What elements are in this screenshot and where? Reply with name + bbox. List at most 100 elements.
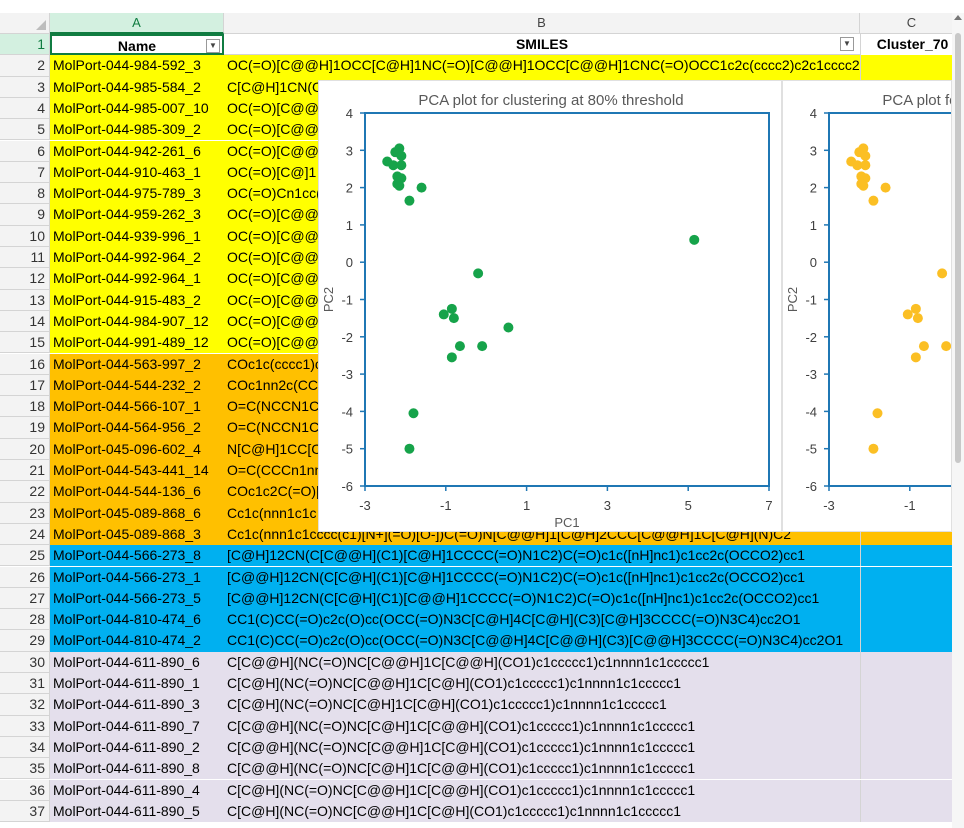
name-cell[interactable]: MolPort-044-910-463_1: [50, 161, 224, 184]
row-header[interactable]: 34: [0, 736, 50, 759]
smiles-cell[interactable]: [C@@H]12CN(C[C@H](C1)[C@@H]1CCCC(=O)N1C2…: [224, 587, 860, 610]
name-cell[interactable]: MolPort-044-611-890_8: [50, 758, 224, 780]
smiles-cell[interactable]: C[C@H](NC(=O)NC[C@@H]1C[C@@H](CO1)c1cccc…: [224, 779, 860, 801]
row-header[interactable]: 10: [0, 225, 50, 247]
name-cell[interactable]: MolPort-044-611-890_7: [50, 715, 224, 737]
row-header[interactable]: 30: [0, 651, 50, 673]
vertical-scrollbar[interactable]: [952, 13, 964, 828]
name-cell[interactable]: MolPort-044-975-789_3: [50, 183, 224, 205]
name-cell[interactable]: MolPort-044-611-890_3: [50, 694, 224, 716]
name-cell[interactable]: MolPort-044-959-262_3: [50, 204, 224, 226]
cluster-cell[interactable]: [860, 673, 964, 695]
row-header[interactable]: 6: [0, 140, 50, 162]
pca-chart-80[interactable]: PCA plot for clustering at 80% threshold…: [318, 80, 782, 532]
name-cell[interactable]: MolPort-044-611-890_2: [50, 736, 224, 759]
row-header[interactable]: 15: [0, 332, 50, 354]
smiles-cell[interactable]: [C@@H]12CN(C[C@H](C1)[C@H]1CCCC(=O)N1C2)…: [224, 566, 860, 588]
row-header[interactable]: 21: [0, 460, 50, 482]
row-header[interactable]: 9: [0, 204, 50, 226]
select-all-corner[interactable]: [0, 13, 50, 34]
row-header[interactable]: 31: [0, 673, 50, 695]
cluster-cell[interactable]: [860, 587, 964, 610]
row-header[interactable]: 12: [0, 268, 50, 290]
name-cell[interactable]: MolPort-044-566-273_8: [50, 545, 224, 567]
filter-dropdown-icon[interactable]: ▼: [206, 39, 220, 53]
cluster-header-cell[interactable]: Cluster_70: [860, 34, 964, 56]
name-cell[interactable]: MolPort-044-611-890_4: [50, 779, 224, 801]
row-header[interactable]: 3: [0, 76, 50, 98]
cluster-cell[interactable]: [860, 736, 964, 759]
name-cell[interactable]: MolPort-044-810-474_6: [50, 609, 224, 631]
name-cell[interactable]: MolPort-044-611-890_5: [50, 800, 224, 823]
name-cell[interactable]: MolPort-045-089-868_6: [50, 502, 224, 524]
name-cell[interactable]: MolPort-044-942-261_6: [50, 140, 224, 162]
smiles-cell[interactable]: C[C@H](NC(=O)NC[C@@H]1C[C@H](CO1)c1ccccc…: [224, 673, 860, 695]
name-cell[interactable]: MolPort-044-564-956_2: [50, 417, 224, 439]
row-header[interactable]: 17: [0, 374, 50, 397]
name-header-cell[interactable]: Name ▼: [50, 34, 224, 56]
cluster-cell[interactable]: [860, 800, 964, 823]
column-header-a[interactable]: A: [50, 13, 224, 34]
row-header[interactable]: 2: [0, 55, 50, 77]
row-header[interactable]: 27: [0, 587, 50, 610]
cluster-cell[interactable]: [860, 545, 964, 567]
pca-chart-70[interactable]: PCA plot for clustering at 70% threshold…: [782, 80, 952, 532]
name-cell[interactable]: MolPort-044-985-584_2: [50, 76, 224, 98]
column-header-b[interactable]: B: [224, 13, 860, 34]
name-cell[interactable]: MolPort-044-810-474_2: [50, 630, 224, 652]
row-header[interactable]: 11: [0, 247, 50, 269]
name-cell[interactable]: MolPort-044-915-483_2: [50, 289, 224, 311]
row-header[interactable]: 23: [0, 502, 50, 524]
cluster-cell[interactable]: [860, 779, 964, 801]
smiles-cell[interactable]: C[C@@H](NC(=O)NC[C@H]1C[C@@H](CO1)c1cccc…: [224, 758, 860, 780]
row-header[interactable]: 16: [0, 353, 50, 375]
row-header[interactable]: 20: [0, 438, 50, 460]
name-cell[interactable]: MolPort-044-566-273_1: [50, 566, 224, 588]
smiles-cell[interactable]: CC1(C)CC(=O)c2c(O)cc(OCC(=O)N3C[C@H]4C[C…: [224, 609, 860, 631]
name-cell[interactable]: MolPort-044-984-907_12: [50, 310, 224, 333]
name-cell[interactable]: MolPort-044-991-489_12: [50, 332, 224, 354]
cluster-cell[interactable]: [860, 651, 964, 673]
smiles-cell[interactable]: C[C@@H](NC(=O)NC[C@H]1C[C@@H](CO1)c1cccc…: [224, 715, 860, 737]
name-cell[interactable]: MolPort-044-939-996_1: [50, 225, 224, 247]
smiles-cell[interactable]: OC(=O)[C@@H]1OCC[C@H]1NC(=O)[C@@H]1OCC[C…: [224, 55, 860, 77]
row-header[interactable]: 26: [0, 566, 50, 588]
row-header[interactable]: 28: [0, 609, 50, 631]
row-header[interactable]: 5: [0, 119, 50, 141]
name-cell[interactable]: MolPort-044-992-964_2: [50, 247, 224, 269]
row-header[interactable]: 29: [0, 630, 50, 652]
cluster-cell[interactable]: [860, 609, 964, 631]
scrollbar-thumb[interactable]: [955, 33, 961, 463]
row-header[interactable]: 22: [0, 481, 50, 503]
cluster-cell[interactable]: [860, 758, 964, 780]
cluster-cell[interactable]: [860, 566, 964, 588]
row-header[interactable]: 35: [0, 758, 50, 780]
row-header[interactable]: 14: [0, 310, 50, 333]
name-cell[interactable]: MolPort-044-563-997_2: [50, 353, 224, 375]
name-cell[interactable]: MolPort-044-543-441_14: [50, 460, 224, 482]
cluster-cell[interactable]: [860, 630, 964, 652]
name-cell[interactable]: MolPort-044-985-309_2: [50, 119, 224, 141]
smiles-cell[interactable]: C[C@H](NC(=O)NC[C@@H]1C[C@H](CO1)c1ccccc…: [224, 800, 860, 823]
row-header[interactable]: 37: [0, 800, 50, 823]
smiles-cell[interactable]: C[C@@H](NC(=O)NC[C@@H]1C[C@@H](CO1)c1ccc…: [224, 651, 860, 673]
row-header-1[interactable]: 1: [0, 34, 50, 56]
row-header[interactable]: 33: [0, 715, 50, 737]
row-header[interactable]: 4: [0, 97, 50, 120]
row-header[interactable]: 13: [0, 289, 50, 311]
row-header[interactable]: 36: [0, 779, 50, 801]
name-cell[interactable]: MolPort-044-984-592_3: [50, 55, 224, 77]
name-cell[interactable]: MolPort-044-611-890_6: [50, 651, 224, 673]
smiles-cell[interactable]: C[C@H](NC(=O)NC[C@H]1C[C@H](CO1)c1ccccc1…: [224, 694, 860, 716]
row-header[interactable]: 25: [0, 545, 50, 567]
name-cell[interactable]: MolPort-044-985-007_10: [50, 97, 224, 120]
row-header[interactable]: 7: [0, 161, 50, 184]
name-cell[interactable]: MolPort-044-566-273_5: [50, 587, 224, 610]
name-cell[interactable]: MolPort-044-566-107_1: [50, 396, 224, 418]
cluster-cell[interactable]: [860, 694, 964, 716]
smiles-cell[interactable]: CC1(C)CC(=O)c2c(O)cc(OCC(=O)N3C[C@@H]4C[…: [224, 630, 860, 652]
row-header[interactable]: 8: [0, 183, 50, 205]
name-cell[interactable]: MolPort-044-544-232_2: [50, 374, 224, 397]
cluster-cell[interactable]: [860, 55, 964, 77]
